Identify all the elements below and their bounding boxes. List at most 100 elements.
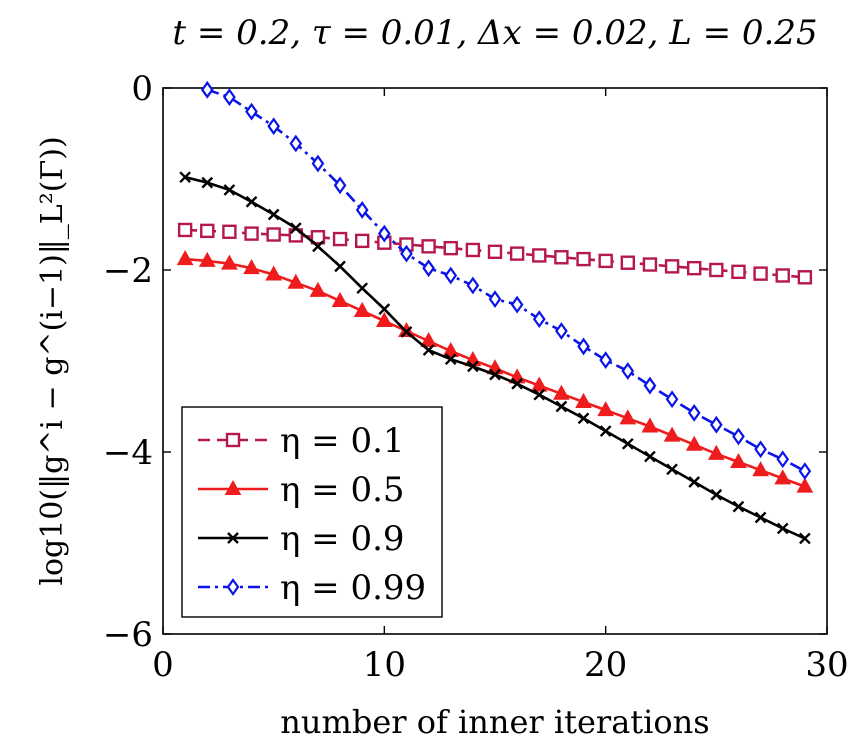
data-point xyxy=(287,273,305,289)
data-point xyxy=(267,208,280,221)
legend-marker xyxy=(226,578,240,596)
y-tick-label: −2 xyxy=(103,251,153,291)
legend-marker xyxy=(225,432,241,448)
data-point xyxy=(641,417,659,433)
data-point xyxy=(332,231,348,247)
data-point xyxy=(799,532,811,545)
data-point xyxy=(200,80,214,99)
data-point xyxy=(731,264,746,280)
data-point xyxy=(312,240,324,253)
y-axis-label: log10(‖g^i − g^(i−1)‖_L²(Γ)) xyxy=(35,136,70,585)
data-point xyxy=(467,360,479,373)
x-tick-label: 20 xyxy=(584,645,627,685)
data-point xyxy=(730,452,747,469)
data-point xyxy=(663,426,681,442)
y-tick-label: 0 xyxy=(131,69,153,109)
legend-label: η = 0.9 xyxy=(280,519,405,559)
data-point xyxy=(355,201,369,219)
data-point xyxy=(489,368,501,381)
data-point xyxy=(553,384,570,400)
data-point xyxy=(620,255,635,270)
y-tick-label: −6 xyxy=(103,615,153,655)
data-point xyxy=(243,259,260,275)
data-point xyxy=(400,244,413,263)
data-point xyxy=(289,134,303,153)
data-point xyxy=(311,154,325,173)
x-axis-label: number of inner iterations xyxy=(280,703,709,741)
data-point xyxy=(309,281,327,297)
series-2 xyxy=(179,171,811,545)
data-point xyxy=(664,259,680,274)
data-point xyxy=(488,290,502,309)
legend-marker xyxy=(227,532,239,544)
data-point xyxy=(223,88,236,106)
data-point xyxy=(642,257,658,272)
data-point xyxy=(796,477,814,493)
data-point xyxy=(353,301,371,317)
data-point xyxy=(179,171,191,184)
x-tick-label: 10 xyxy=(363,645,406,685)
x-axis: 0 10 20 30 xyxy=(152,88,849,685)
data-point xyxy=(331,291,349,307)
data-point xyxy=(177,222,193,238)
data-point xyxy=(732,500,745,513)
data-point xyxy=(221,254,238,270)
legend-label: η = 0.99 xyxy=(280,568,426,608)
data-point xyxy=(444,353,457,366)
data-point xyxy=(532,310,546,329)
data-point xyxy=(533,388,546,401)
data-point xyxy=(355,233,370,249)
series-0 xyxy=(177,222,813,285)
series-line xyxy=(206,88,806,473)
data-point xyxy=(754,511,767,524)
data-point xyxy=(510,295,524,314)
data-point xyxy=(644,450,656,463)
data-point xyxy=(554,250,569,265)
data-point xyxy=(597,401,615,417)
data-point xyxy=(619,409,637,425)
data-point xyxy=(774,469,792,485)
data-point xyxy=(245,102,258,121)
data-point xyxy=(443,240,458,256)
data-point xyxy=(176,250,194,266)
data-point xyxy=(198,251,216,267)
data-point xyxy=(797,270,813,285)
y-tick-label: −4 xyxy=(103,433,153,473)
data-point xyxy=(666,463,678,476)
data-point xyxy=(575,392,592,408)
data-point xyxy=(265,265,283,281)
data-point xyxy=(244,226,259,241)
y-axis: 0 −2 −4 −6 xyxy=(103,69,827,655)
series-3 xyxy=(200,80,812,481)
data-point xyxy=(201,176,214,189)
data-point xyxy=(289,222,302,234)
data-point xyxy=(245,195,258,208)
legend-entry: η = 0.99 xyxy=(198,568,426,608)
data-point xyxy=(577,337,590,356)
data-point xyxy=(621,362,635,380)
data-point xyxy=(643,376,657,395)
data-point xyxy=(665,390,679,409)
data-point xyxy=(555,400,568,413)
data-point xyxy=(599,351,613,369)
data-point xyxy=(333,176,347,195)
plot-frame xyxy=(162,87,828,635)
data-point xyxy=(709,262,724,278)
data-point xyxy=(444,266,458,285)
data-point xyxy=(487,244,503,260)
legend-box xyxy=(181,406,443,618)
data-point xyxy=(687,403,701,422)
data-point xyxy=(776,522,789,535)
data-point xyxy=(621,437,634,450)
legend-label: η = 0.1 xyxy=(280,421,405,461)
data-point xyxy=(200,223,215,239)
data-point xyxy=(267,117,281,136)
data-point xyxy=(709,415,723,434)
data-point xyxy=(687,260,702,276)
data-point xyxy=(420,331,437,347)
data-point xyxy=(223,184,236,196)
legend-entry: η = 0.1 xyxy=(198,421,405,461)
data-point xyxy=(532,248,547,263)
data-point xyxy=(576,251,591,267)
data-point xyxy=(798,462,812,481)
